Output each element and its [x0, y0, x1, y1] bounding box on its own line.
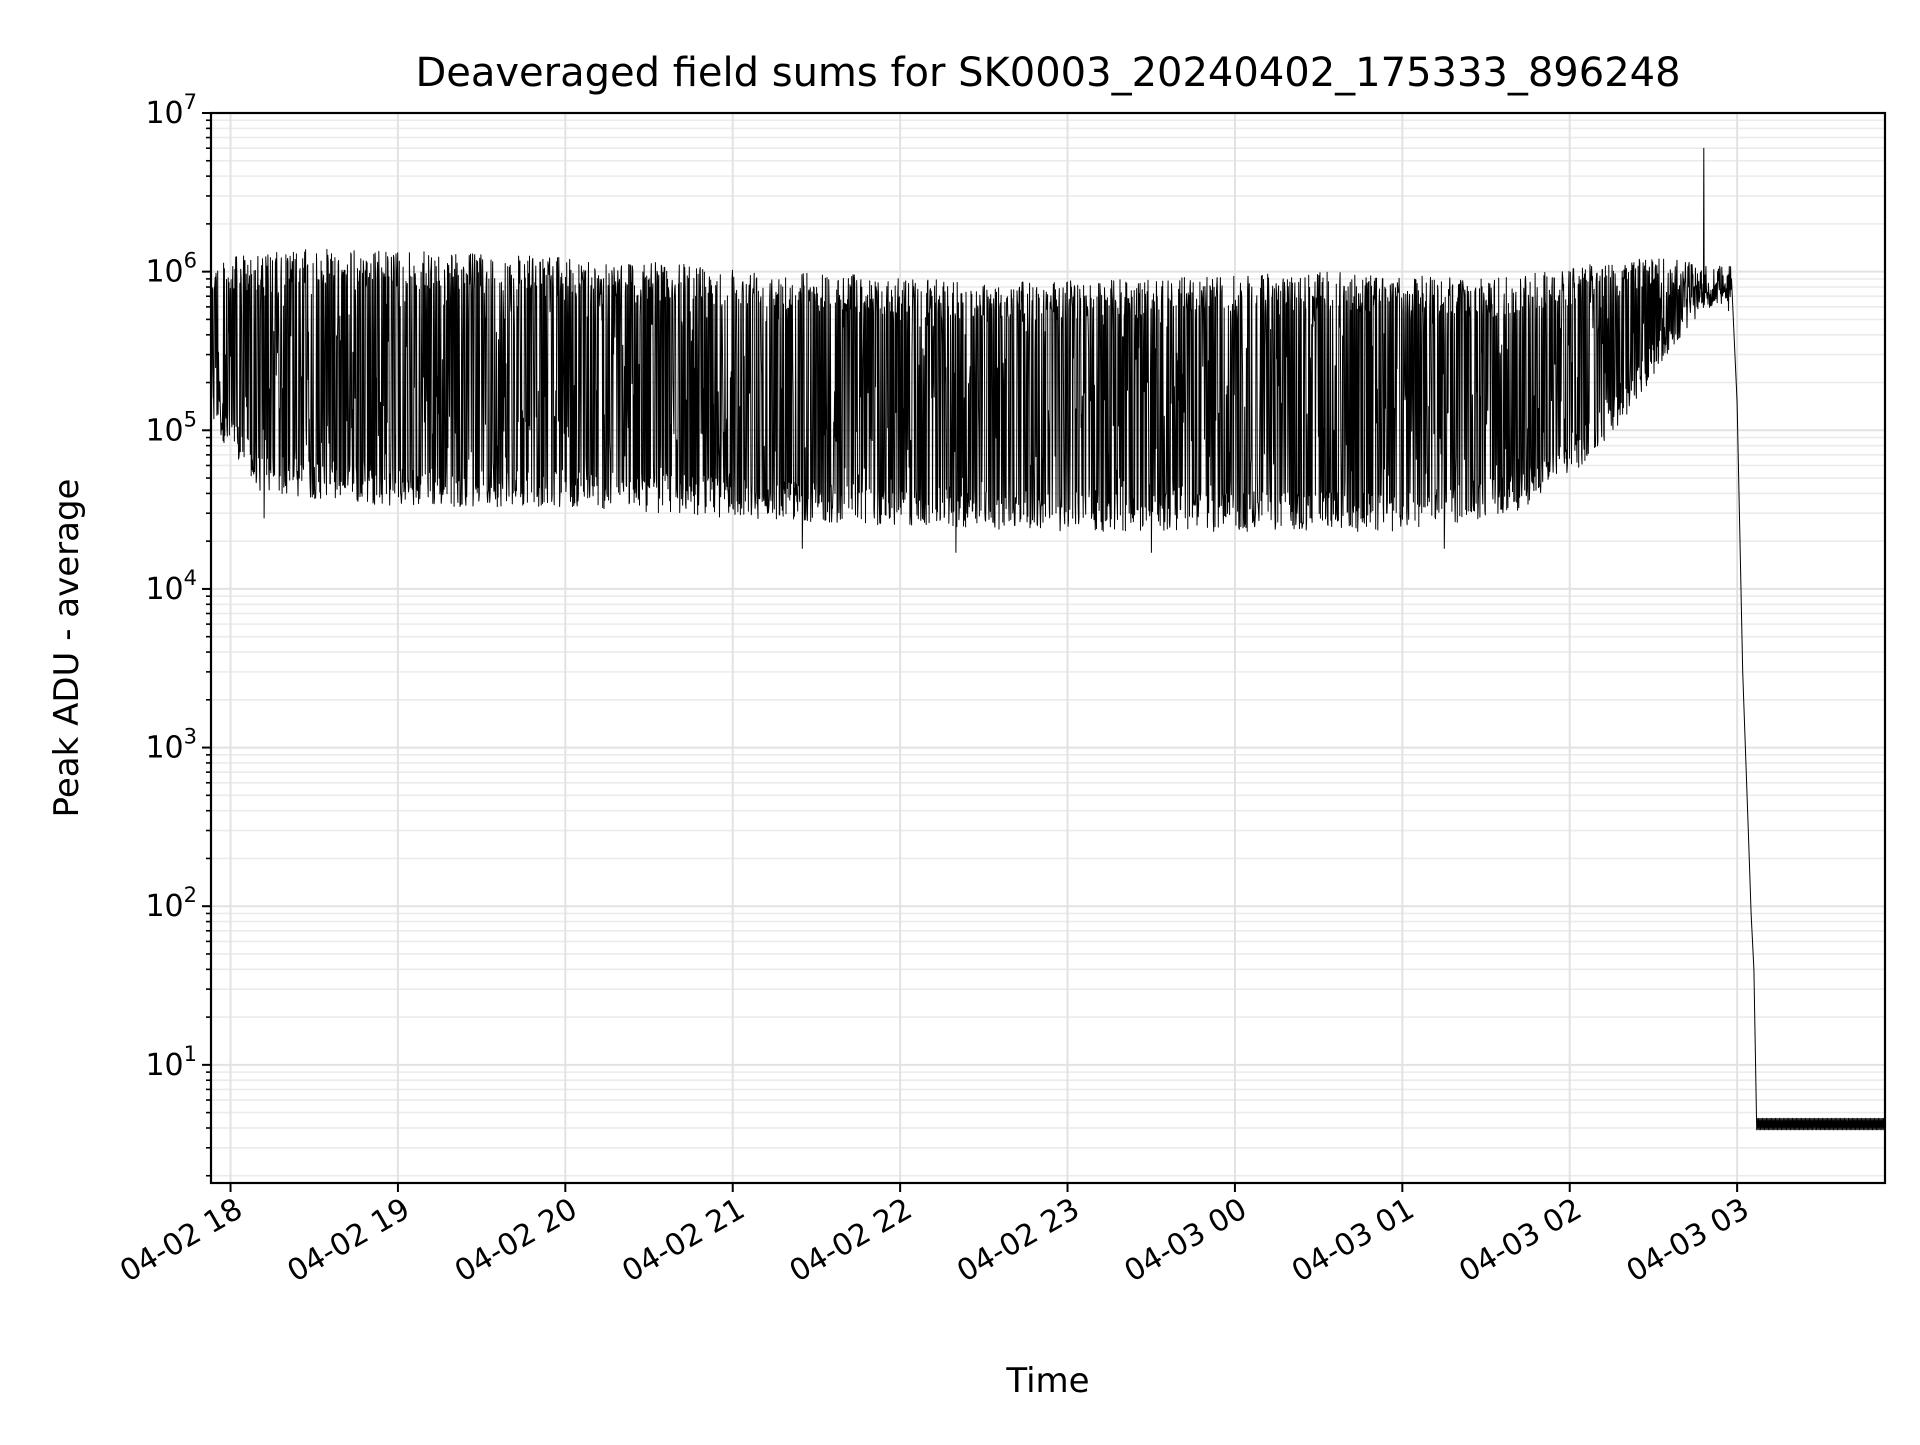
x-tick-label: 04-02 21	[616, 1192, 750, 1290]
x-tick-label: 04-02 20	[449, 1192, 583, 1290]
y-tick-exponent: 2	[184, 883, 197, 907]
y-tick-exponent: 7	[184, 90, 197, 114]
x-tick-label: 04-02 22	[784, 1192, 918, 1290]
y-tick-base: 10	[145, 255, 183, 290]
x-tick-label: 04-03 03	[1621, 1192, 1755, 1290]
y-tick-exponent: 4	[184, 566, 197, 590]
x-tick-label: 04-03 02	[1453, 1192, 1587, 1290]
y-tick-base: 10	[145, 96, 183, 131]
y-tick-exponent: 1	[184, 1042, 197, 1066]
y-tick-label: 107	[145, 90, 197, 131]
plot-frame	[209, 111, 1887, 1185]
y-tick-label: 104	[145, 566, 197, 607]
x-axis-label: Time	[1005, 1361, 1089, 1401]
x-tick-label: 04-02 19	[282, 1192, 416, 1290]
x-tick-label: 04-02 23	[951, 1192, 1085, 1290]
chart-title: Deaveraged field sums for SK0003_2024040…	[415, 50, 1680, 96]
y-axis-label: Peak ADU - average	[47, 479, 87, 818]
y-tick-label: 101	[145, 1042, 197, 1083]
x-tick-label: 04-03 01	[1286, 1192, 1420, 1290]
y-tick-exponent: 6	[184, 249, 197, 273]
x-tick-label: 04-03 00	[1119, 1192, 1253, 1290]
y-tick-base: 10	[145, 572, 183, 607]
y-tick-base: 10	[145, 1048, 183, 1083]
y-tick-base: 10	[145, 731, 183, 766]
y-tick-base: 10	[145, 889, 183, 924]
y-tick-label: 106	[145, 249, 197, 290]
series-group	[211, 147, 1885, 1131]
grid-lines	[211, 112, 1885, 1183]
y-tick-label: 102	[145, 883, 197, 924]
series-line	[211, 147, 1885, 1131]
x-axis: 04-02 18 04-02 19 04-02 20 04-02 21 04-02 22…	[114, 1183, 1755, 1289]
x-tick-label: 04-02 18	[114, 1192, 248, 1290]
y-tick-base: 10	[145, 413, 183, 448]
y-tick-label: 105	[145, 407, 197, 448]
y-tick-exponent: 3	[184, 725, 197, 749]
y-tick-exponent: 5	[184, 407, 197, 431]
y-tick-label: 103	[145, 725, 197, 766]
